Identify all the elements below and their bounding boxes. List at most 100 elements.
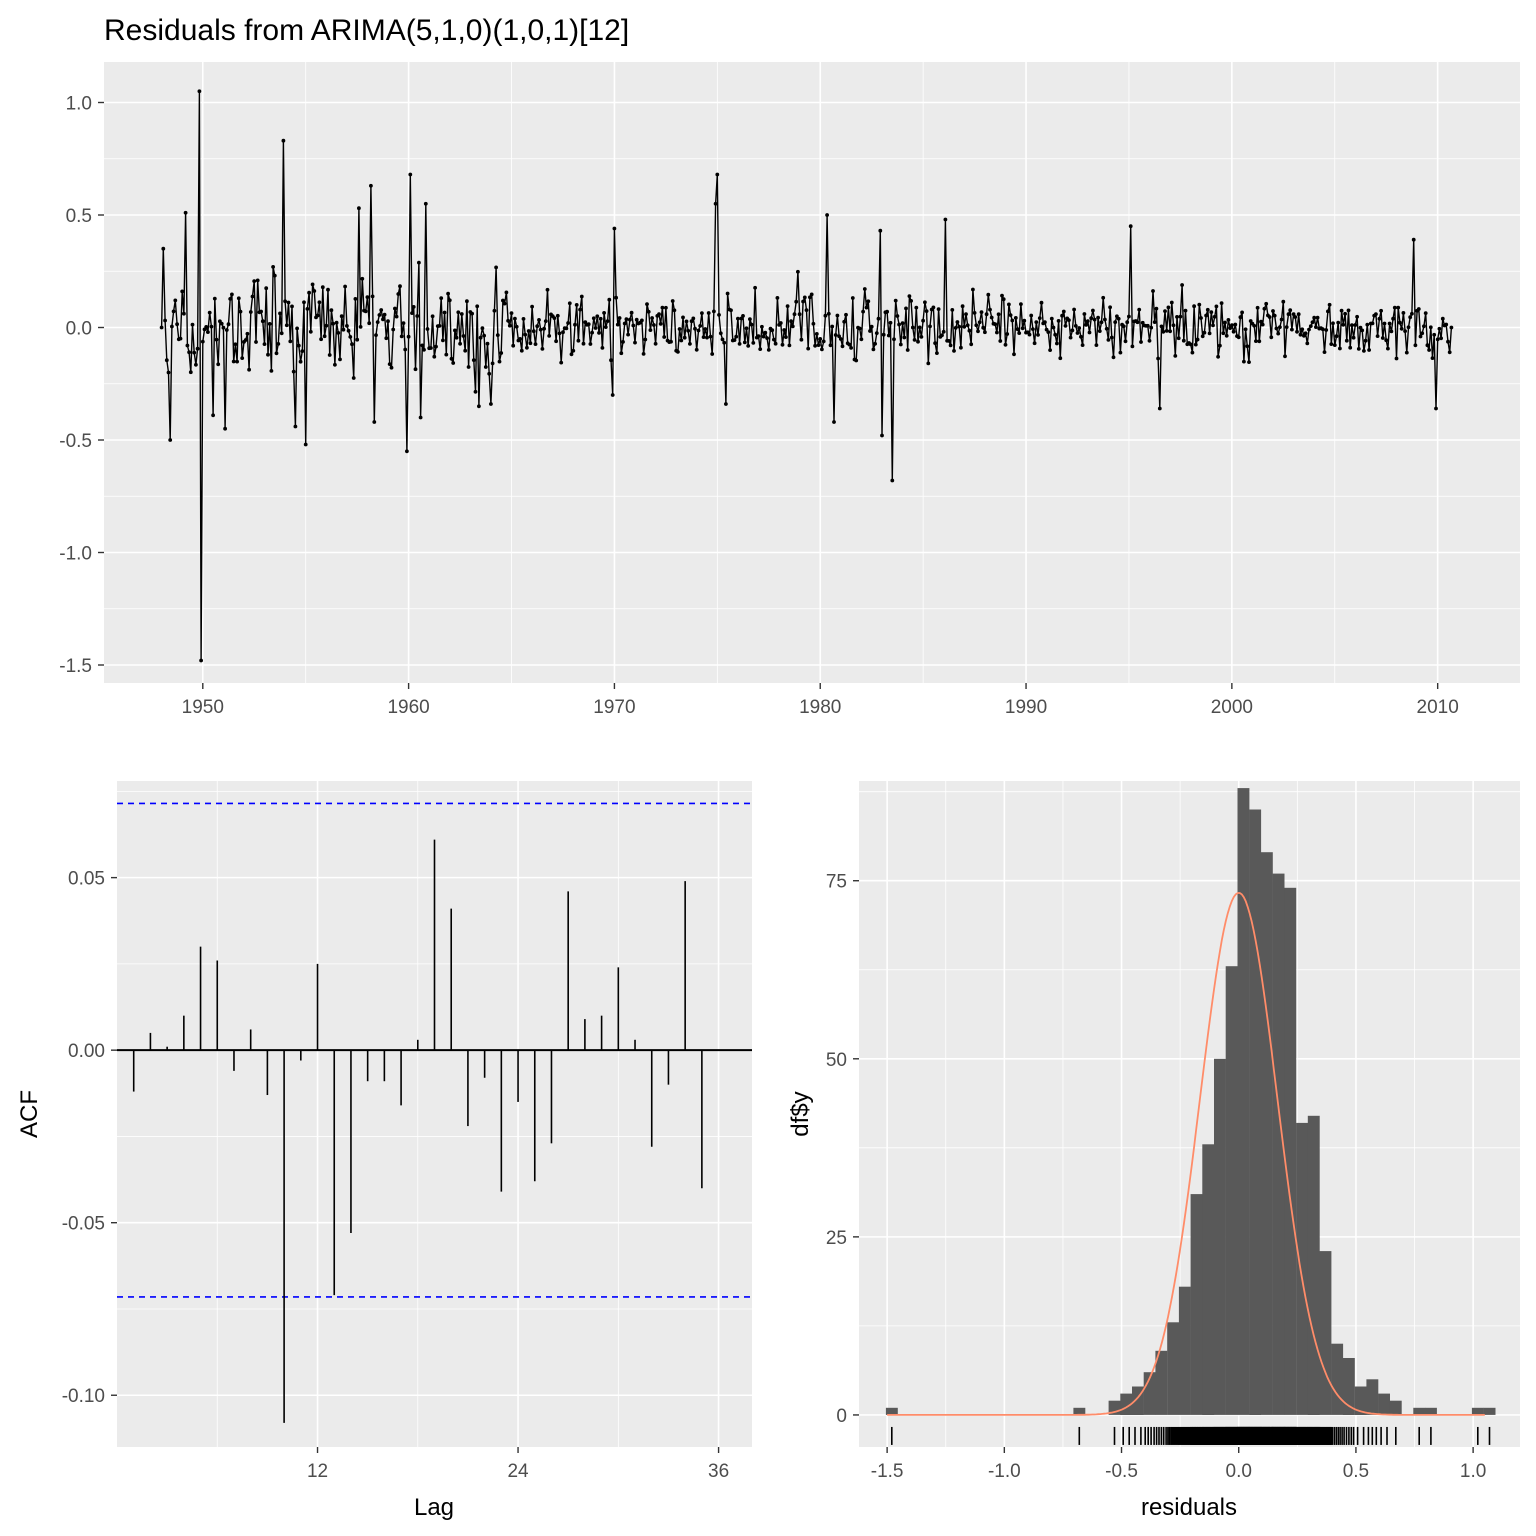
residual-point (1197, 302, 1202, 307)
y-tick-label: 0.05 (68, 869, 105, 890)
residual-point (1094, 343, 1099, 347)
residual-point (885, 309, 889, 314)
residual-point (957, 324, 962, 329)
residual-point (254, 340, 258, 344)
residual-point (981, 325, 986, 330)
residual-point (1444, 322, 1449, 327)
residual-point (696, 328, 701, 333)
y-tick-label: 25 (826, 1228, 847, 1249)
residual-point (224, 328, 229, 332)
residual-point (804, 308, 809, 312)
residual-point (1394, 356, 1399, 361)
residual-point (1211, 323, 1215, 328)
residual-point (749, 322, 754, 327)
acf-axes: 12 24 36 0.05 0.00 -0.05 -0.10 (62, 869, 729, 1482)
residual-point (703, 327, 708, 331)
residual-point (1267, 315, 1272, 319)
residual-point (535, 324, 540, 329)
y-tick-label: -1.5 (59, 656, 92, 677)
residual-point (327, 353, 332, 357)
plot-title: Residuals from ARIMA(5,1,0)(1,0,1)[12] (104, 14, 629, 47)
residual-point (1096, 315, 1100, 320)
residual-point (1293, 315, 1298, 319)
residual-point (1099, 320, 1104, 325)
residual-point (185, 343, 190, 348)
histogram-bar (1331, 1343, 1344, 1415)
residual-point (1382, 321, 1387, 326)
residual-point (1003, 342, 1008, 347)
residual-point (1181, 338, 1186, 343)
residual-point (1259, 319, 1263, 324)
residual-point (705, 335, 709, 340)
residual-point (418, 415, 423, 420)
residual-point (794, 299, 799, 304)
residual-point (1207, 331, 1212, 336)
residual-point (1360, 328, 1365, 333)
residual-point (1296, 312, 1301, 317)
residual-point (1111, 355, 1116, 360)
residual-point (1245, 344, 1250, 349)
residuals-series (159, 89, 1454, 663)
residual-point (290, 304, 294, 309)
residual-point (1279, 317, 1284, 322)
residual-point (1178, 314, 1183, 319)
residual-point (267, 322, 272, 326)
residual-point (904, 306, 908, 311)
residual-point (1314, 325, 1318, 329)
residual-point (917, 325, 922, 330)
residual-point (1188, 342, 1193, 347)
residual-point (284, 323, 289, 328)
residual-point (1032, 341, 1037, 346)
residual-point (1386, 346, 1390, 351)
acf-x-axis-title: Lag (414, 1494, 454, 1521)
residual-point (1262, 306, 1267, 311)
residual-point (183, 210, 188, 215)
residual-point (1049, 316, 1054, 321)
residual-point (1031, 327, 1035, 331)
y-tick-label: 0.5 (66, 206, 92, 227)
residual-point (1048, 348, 1052, 352)
x-tick-label: 2010 (1417, 697, 1459, 718)
residual-point (567, 301, 572, 306)
residual-point (950, 308, 955, 312)
residual-point (370, 294, 375, 299)
residual-point (281, 138, 286, 143)
residual-point (1435, 337, 1440, 342)
residual-point (778, 321, 783, 325)
residual-point (712, 309, 716, 314)
residual-point (1019, 302, 1023, 306)
residual-point (1389, 329, 1394, 334)
acf-y-axis-title: ACF (16, 1090, 43, 1138)
y-tick-label: 0.0 (66, 319, 92, 340)
residual-point (408, 172, 413, 177)
residual-point (1281, 299, 1286, 304)
residual-point (979, 310, 984, 314)
residual-point (441, 338, 445, 343)
residual-point (1298, 332, 1303, 337)
residual-point (595, 314, 600, 319)
residual-point (420, 343, 425, 348)
residual-point (761, 334, 766, 339)
residual-point (331, 321, 335, 326)
residual-point (833, 333, 838, 337)
histogram-y-axis-title: df$y (787, 1091, 814, 1136)
residual-point (442, 310, 447, 315)
residual-point (923, 300, 927, 305)
residual-point (569, 352, 574, 357)
residual-point (676, 350, 680, 354)
residual-point (487, 371, 492, 376)
residual-point (1353, 323, 1358, 327)
residual-point (770, 328, 775, 333)
residual-point (1439, 336, 1443, 341)
residual-point (760, 324, 764, 329)
x-tick-label: 36 (708, 1461, 729, 1482)
residual-point (164, 358, 169, 363)
residual-point (1427, 348, 1431, 352)
residual-point (377, 313, 382, 317)
residual-point (789, 319, 793, 324)
residual-point (525, 345, 529, 350)
residual-point (701, 335, 706, 339)
residual-point (465, 299, 469, 304)
histogram-bar (1378, 1393, 1390, 1415)
residual-point (993, 322, 998, 327)
